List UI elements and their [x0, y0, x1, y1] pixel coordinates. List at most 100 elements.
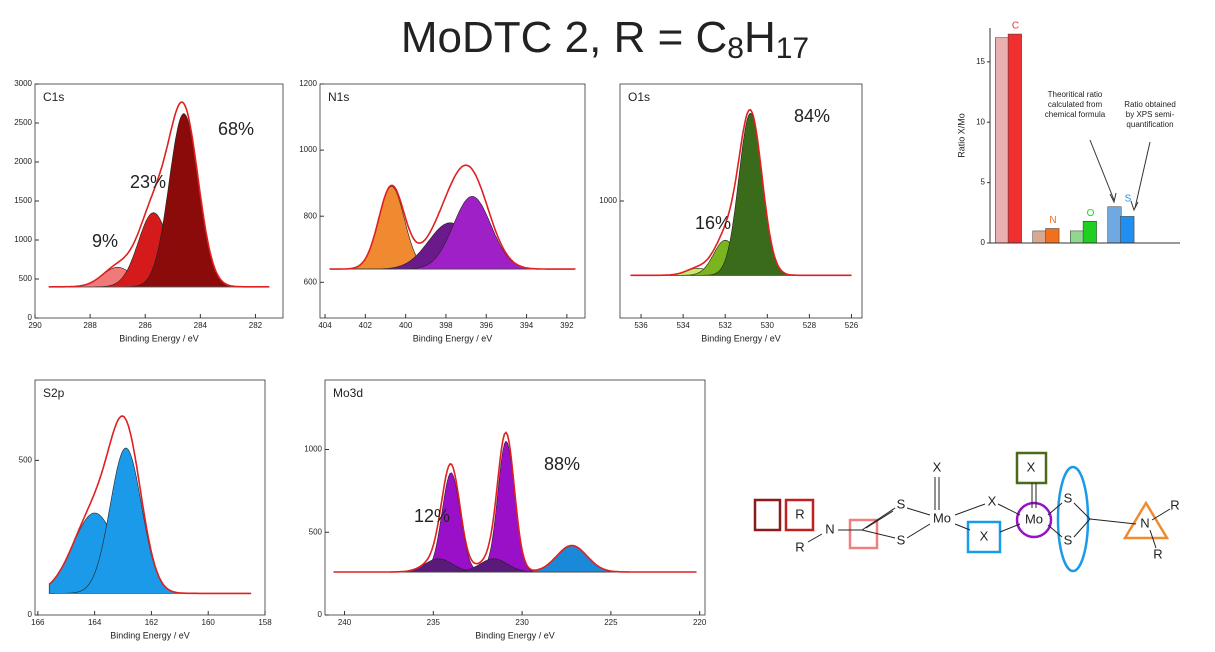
molecule — [753, 451, 1171, 573]
bar — [1007, 33, 1022, 244]
y-tick-label: 500 — [19, 274, 33, 283]
category-label: N — [1049, 215, 1056, 226]
y-tick-label: 0 — [981, 238, 986, 247]
atom-label: R — [1153, 546, 1162, 561]
atom-label: X — [988, 493, 997, 508]
percent-annotation: 68% — [218, 119, 254, 139]
annotation-line: chemical formula — [1045, 110, 1106, 119]
title-part: MoDTC 2, R = C — [401, 13, 727, 62]
x-tick-label: 396 — [480, 321, 494, 330]
plot-frame — [34, 379, 266, 616]
y-tick-label: 1500 — [14, 196, 32, 205]
y-tick-label: 10 — [976, 117, 985, 126]
atom-label: Mo — [933, 510, 951, 525]
atom-label: S — [1064, 532, 1073, 547]
panel-label: N1s — [328, 90, 349, 104]
chart-annotation: Ratio obtained by XPS semi-quantification — [1124, 100, 1176, 129]
panel-label: C1s — [43, 90, 64, 104]
bar — [995, 37, 1009, 244]
category-label: C — [1012, 21, 1019, 32]
x-tick-label: 235 — [427, 618, 441, 627]
y-tick-label: 5 — [981, 178, 986, 187]
x-tick-label: 230 — [515, 618, 529, 627]
atom-label: X — [980, 528, 989, 543]
x-tick-label: 290 — [28, 321, 42, 330]
x-tick-label: 160 — [202, 618, 216, 627]
atom-label: Mo — [1025, 511, 1043, 526]
x-tick-label: 392 — [560, 321, 574, 330]
x-tick-label: 166 — [31, 618, 45, 627]
y-tick-label: 1000 — [14, 235, 32, 244]
y-tick-label: 1200 — [299, 79, 317, 88]
y-tick-label: 600 — [304, 277, 318, 286]
x-tick-label: 286 — [139, 321, 153, 330]
atom-label: X — [933, 459, 942, 474]
x-axis-label: Binding Energy / eV — [119, 333, 199, 343]
percent-annotation: 16% — [695, 213, 731, 233]
peak-component — [333, 440, 697, 573]
x-tick-label: 404 — [318, 321, 332, 330]
y-tick-label: 0 — [28, 610, 33, 619]
y-axis-label: Ratio X/Mo — [956, 113, 966, 158]
y-tick-label: 1000 — [599, 196, 617, 205]
y-tick-label: 1000 — [299, 145, 317, 154]
title-part: H — [744, 13, 776, 62]
x-tick-label: 528 — [803, 321, 817, 330]
x-tick-label: 402 — [359, 321, 373, 330]
y-tick-label: 500 — [19, 456, 33, 465]
atom-label: R — [1170, 497, 1179, 512]
bar — [1107, 206, 1122, 244]
y-tick-label: 0 — [318, 610, 323, 619]
y-tick-label: 1000 — [304, 445, 322, 454]
y-tick-label: 3000 — [14, 79, 32, 88]
x-tick-label: 526 — [845, 321, 859, 330]
percent-annotation: 84% — [794, 106, 830, 126]
fit-envelope — [630, 108, 852, 277]
x-tick-label: 534 — [676, 321, 690, 330]
x-tick-label: 162 — [145, 618, 159, 627]
atom-label: X — [1027, 459, 1036, 474]
bar — [1082, 221, 1097, 244]
y-tick-label: 500 — [309, 527, 323, 536]
atom-label: S — [897, 532, 906, 547]
fit-envelope — [333, 431, 697, 573]
percent-annotation: 23% — [130, 172, 166, 192]
slide-title: MoDTC 2, R = C8H17 — [401, 13, 809, 65]
x-tick-label: 220 — [693, 618, 707, 627]
atom-label: S — [897, 496, 906, 511]
x-tick-label: 240 — [338, 618, 352, 627]
title-sub: 8 — [727, 32, 744, 65]
atom-label: R — [795, 539, 804, 554]
title-sub: 17 — [776, 32, 809, 65]
x-tick-label: 530 — [761, 321, 775, 330]
percent-annotation: 9% — [92, 231, 118, 251]
x-tick-label: 282 — [249, 321, 263, 330]
percent-annotation: 12% — [414, 506, 450, 526]
atom-label: S — [1064, 490, 1073, 505]
panel-label: O1s — [628, 90, 650, 104]
y-tick-label: 15 — [976, 57, 985, 66]
percent-annotation: 88% — [544, 454, 580, 474]
atom-label: N — [1140, 515, 1149, 530]
peak-component — [48, 113, 270, 288]
category-label: S — [1125, 193, 1132, 204]
x-tick-label: 288 — [83, 321, 97, 330]
x-tick-label: 158 — [258, 618, 272, 627]
y-tick-label: 800 — [304, 211, 318, 220]
annotation-line: calculated from — [1048, 100, 1103, 109]
x-tick-label: 398 — [439, 321, 453, 330]
x-axis-label: Binding Energy / eV — [701, 333, 781, 343]
annotation-line: Theoritical ratio — [1048, 90, 1103, 99]
x-tick-label: 400 — [399, 321, 413, 330]
panel-label: Mo3d — [333, 386, 363, 400]
atom-label: N — [825, 521, 834, 536]
bar — [1032, 230, 1047, 244]
x-tick-label: 284 — [194, 321, 208, 330]
annotation-line: Ratio obtained — [1124, 100, 1176, 109]
bar — [1045, 228, 1060, 244]
annotation-line: by XPS semi- — [1126, 110, 1175, 119]
annotation-line: quantification — [1126, 120, 1173, 129]
chart-annotation: Theoritical ratio calculated from chemical… — [1045, 90, 1106, 119]
category-label: O — [1087, 208, 1095, 219]
